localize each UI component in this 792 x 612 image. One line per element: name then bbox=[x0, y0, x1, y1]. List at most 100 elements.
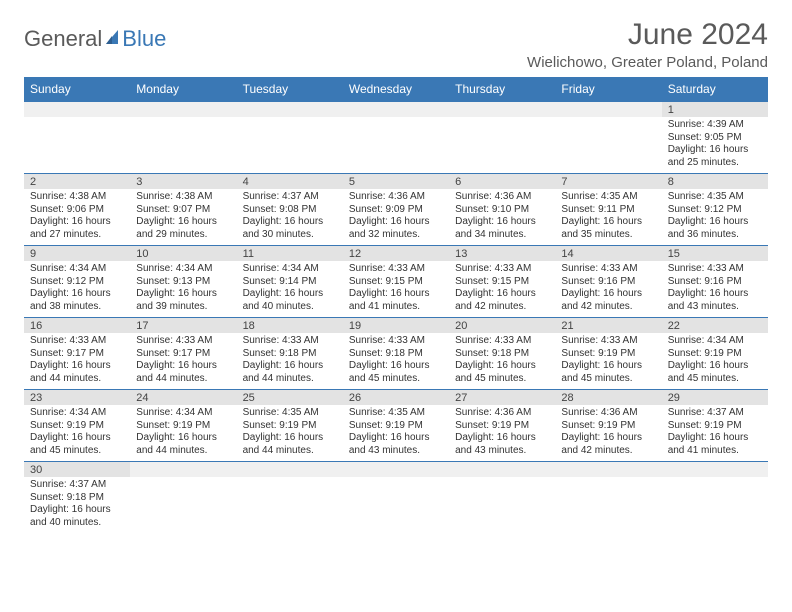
detail-line: Daylight: 16 hours bbox=[561, 360, 655, 373]
detail-line: Daylight: 16 hours bbox=[30, 288, 124, 301]
day-number-cell bbox=[237, 102, 343, 118]
detail-line: Sunset: 9:12 PM bbox=[30, 276, 124, 289]
day-number-cell: 11 bbox=[237, 246, 343, 262]
day-detail-cell: Sunrise: 4:33 AMSunset: 9:18 PMDaylight:… bbox=[449, 333, 555, 390]
day-number-cell: 7 bbox=[555, 174, 661, 190]
detail-line: Daylight: 16 hours bbox=[561, 216, 655, 229]
day-number-cell: 14 bbox=[555, 246, 661, 262]
day-detail-cell: Sunrise: 4:34 AMSunset: 9:12 PMDaylight:… bbox=[24, 261, 130, 318]
detail-line: Sunrise: 4:34 AM bbox=[136, 263, 230, 276]
title-block: June 2024 Wielichowo, Greater Poland, Po… bbox=[527, 18, 768, 71]
detail-line: Sunrise: 4:34 AM bbox=[668, 335, 762, 348]
detail-line: and 41 minutes. bbox=[349, 301, 443, 314]
detail-line: Sunrise: 4:33 AM bbox=[349, 263, 443, 276]
day-detail-cell: Sunrise: 4:36 AMSunset: 9:10 PMDaylight:… bbox=[449, 189, 555, 246]
day-number-cell: 27 bbox=[449, 390, 555, 406]
day-number-cell: 9 bbox=[24, 246, 130, 262]
day-number-cell: 5 bbox=[343, 174, 449, 190]
detail-line: Sunset: 9:16 PM bbox=[668, 276, 762, 289]
day-detail-cell: Sunrise: 4:33 AMSunset: 9:18 PMDaylight:… bbox=[343, 333, 449, 390]
detail-line: Sunrise: 4:36 AM bbox=[349, 191, 443, 204]
day-number-cell: 29 bbox=[662, 390, 768, 406]
detail-line: Sunrise: 4:33 AM bbox=[561, 335, 655, 348]
detail-line: and 43 minutes. bbox=[668, 301, 762, 314]
detail-line: Sunset: 9:17 PM bbox=[30, 348, 124, 361]
day-detail-cell bbox=[24, 117, 130, 174]
day-detail-cell: Sunrise: 4:33 AMSunset: 9:16 PMDaylight:… bbox=[662, 261, 768, 318]
detail-line: and 45 minutes. bbox=[349, 373, 443, 386]
day-detail-row: Sunrise: 4:33 AM Sunset: 9:17 PM Daylight:… bbox=[24, 333, 768, 390]
day-number-cell bbox=[130, 102, 236, 118]
detail-line: and 34 minutes. bbox=[455, 229, 549, 242]
detail-line: Sunrise: 4:33 AM bbox=[561, 263, 655, 276]
day-detail-cell: Sunrise: 4:35 AMSunset: 9:19 PMDaylight:… bbox=[237, 405, 343, 462]
day-number-cell: 18 bbox=[237, 318, 343, 334]
detail-line: Daylight: 16 hours bbox=[136, 288, 230, 301]
detail-line: Sunrise: 4:35 AM bbox=[349, 407, 443, 420]
weekday-header: Saturday bbox=[662, 77, 768, 102]
detail-line: and 44 minutes. bbox=[30, 373, 124, 386]
detail-line: and 40 minutes. bbox=[243, 301, 337, 314]
logo: General Blue bbox=[24, 26, 166, 52]
weekday-header: Thursday bbox=[449, 77, 555, 102]
detail-line: Sunset: 9:07 PM bbox=[136, 204, 230, 217]
day-detail-cell: Sunrise: 4:34 AMSunset: 9:13 PMDaylight:… bbox=[130, 261, 236, 318]
detail-line: and 32 minutes. bbox=[349, 229, 443, 242]
detail-line: Sunrise: 4:35 AM bbox=[668, 191, 762, 204]
day-number-cell: 12 bbox=[343, 246, 449, 262]
day-number-cell bbox=[343, 462, 449, 478]
detail-line: Daylight: 16 hours bbox=[349, 288, 443, 301]
day-detail-cell: Sunrise: 4:34 AMSunset: 9:19 PMDaylight:… bbox=[24, 405, 130, 462]
day-detail-row: Sunrise: 4:39 AMSunset: 9:05 PMDaylight:… bbox=[24, 117, 768, 174]
detail-line: Sunset: 9:19 PM bbox=[561, 348, 655, 361]
detail-line: and 36 minutes. bbox=[668, 229, 762, 242]
detail-line: Sunrise: 4:34 AM bbox=[136, 407, 230, 420]
detail-line: Sunset: 9:06 PM bbox=[30, 204, 124, 217]
day-detail-cell: Sunrise: 4:33 AMSunset: 9:17 PMDaylight:… bbox=[130, 333, 236, 390]
day-number-cell bbox=[555, 462, 661, 478]
detail-line: Daylight: 16 hours bbox=[455, 216, 549, 229]
detail-line: Sunrise: 4:38 AM bbox=[136, 191, 230, 204]
detail-line: Sunset: 9:17 PM bbox=[136, 348, 230, 361]
day-detail-cell: Sunrise: 4:33 AMSunset: 9:15 PMDaylight:… bbox=[343, 261, 449, 318]
detail-line: Sunset: 9:19 PM bbox=[243, 420, 337, 433]
detail-line: Sunset: 9:12 PM bbox=[668, 204, 762, 217]
detail-line: Sunset: 9:08 PM bbox=[243, 204, 337, 217]
day-detail-cell: Sunrise: 4:38 AMSunset: 9:07 PMDaylight:… bbox=[130, 189, 236, 246]
day-number-cell bbox=[130, 462, 236, 478]
detail-line: Sunset: 9:18 PM bbox=[349, 348, 443, 361]
detail-line: Daylight: 16 hours bbox=[668, 216, 762, 229]
detail-line: Daylight: 16 hours bbox=[30, 216, 124, 229]
header: General Blue June 2024 Wielichowo, Great… bbox=[24, 18, 768, 71]
detail-line: Sunrise: 4:35 AM bbox=[561, 191, 655, 204]
detail-line: Sunrise: 4:37 AM bbox=[243, 191, 337, 204]
detail-line: and 25 minutes. bbox=[668, 157, 762, 170]
detail-line: Sunrise: 4:33 AM bbox=[455, 335, 549, 348]
weekday-header-row: Sunday Monday Tuesday Wednesday Thursday… bbox=[24, 77, 768, 102]
day-detail-cell: Sunrise: 4:39 AMSunset: 9:05 PMDaylight:… bbox=[662, 117, 768, 174]
detail-line: and 45 minutes. bbox=[561, 373, 655, 386]
day-number-cell: 23 bbox=[24, 390, 130, 406]
day-number-cell: 6 bbox=[449, 174, 555, 190]
detail-line: Daylight: 16 hours bbox=[243, 432, 337, 445]
detail-line: Sunrise: 4:36 AM bbox=[455, 191, 549, 204]
day-detail-cell: Sunrise: 4:34 AMSunset: 9:14 PMDaylight:… bbox=[237, 261, 343, 318]
detail-line: and 44 minutes. bbox=[243, 373, 337, 386]
day-detail-cell: Sunrise: 4:34 AMSunset: 9:19 PMDaylight:… bbox=[662, 333, 768, 390]
day-detail-cell bbox=[343, 117, 449, 174]
detail-line: Daylight: 16 hours bbox=[243, 360, 337, 373]
detail-line: Daylight: 16 hours bbox=[349, 360, 443, 373]
detail-line: Daylight: 16 hours bbox=[668, 360, 762, 373]
day-detail-cell bbox=[555, 477, 661, 533]
detail-line: and 38 minutes. bbox=[30, 301, 124, 314]
calendar-table: Sunday Monday Tuesday Wednesday Thursday… bbox=[24, 77, 768, 533]
detail-line: Sunrise: 4:33 AM bbox=[243, 335, 337, 348]
day-detail-cell bbox=[449, 117, 555, 174]
day-number-cell bbox=[662, 462, 768, 478]
day-detail-cell: Sunrise: 4:36 AMSunset: 9:19 PMDaylight:… bbox=[449, 405, 555, 462]
day-number-cell bbox=[237, 462, 343, 478]
day-detail-cell: Sunrise: 4:34 AMSunset: 9:19 PMDaylight:… bbox=[130, 405, 236, 462]
day-detail-row: Sunrise: 4:37 AMSunset: 9:18 PMDaylight:… bbox=[24, 477, 768, 533]
day-detail-cell: Sunrise: 4:35 AMSunset: 9:11 PMDaylight:… bbox=[555, 189, 661, 246]
day-number-cell bbox=[555, 102, 661, 118]
